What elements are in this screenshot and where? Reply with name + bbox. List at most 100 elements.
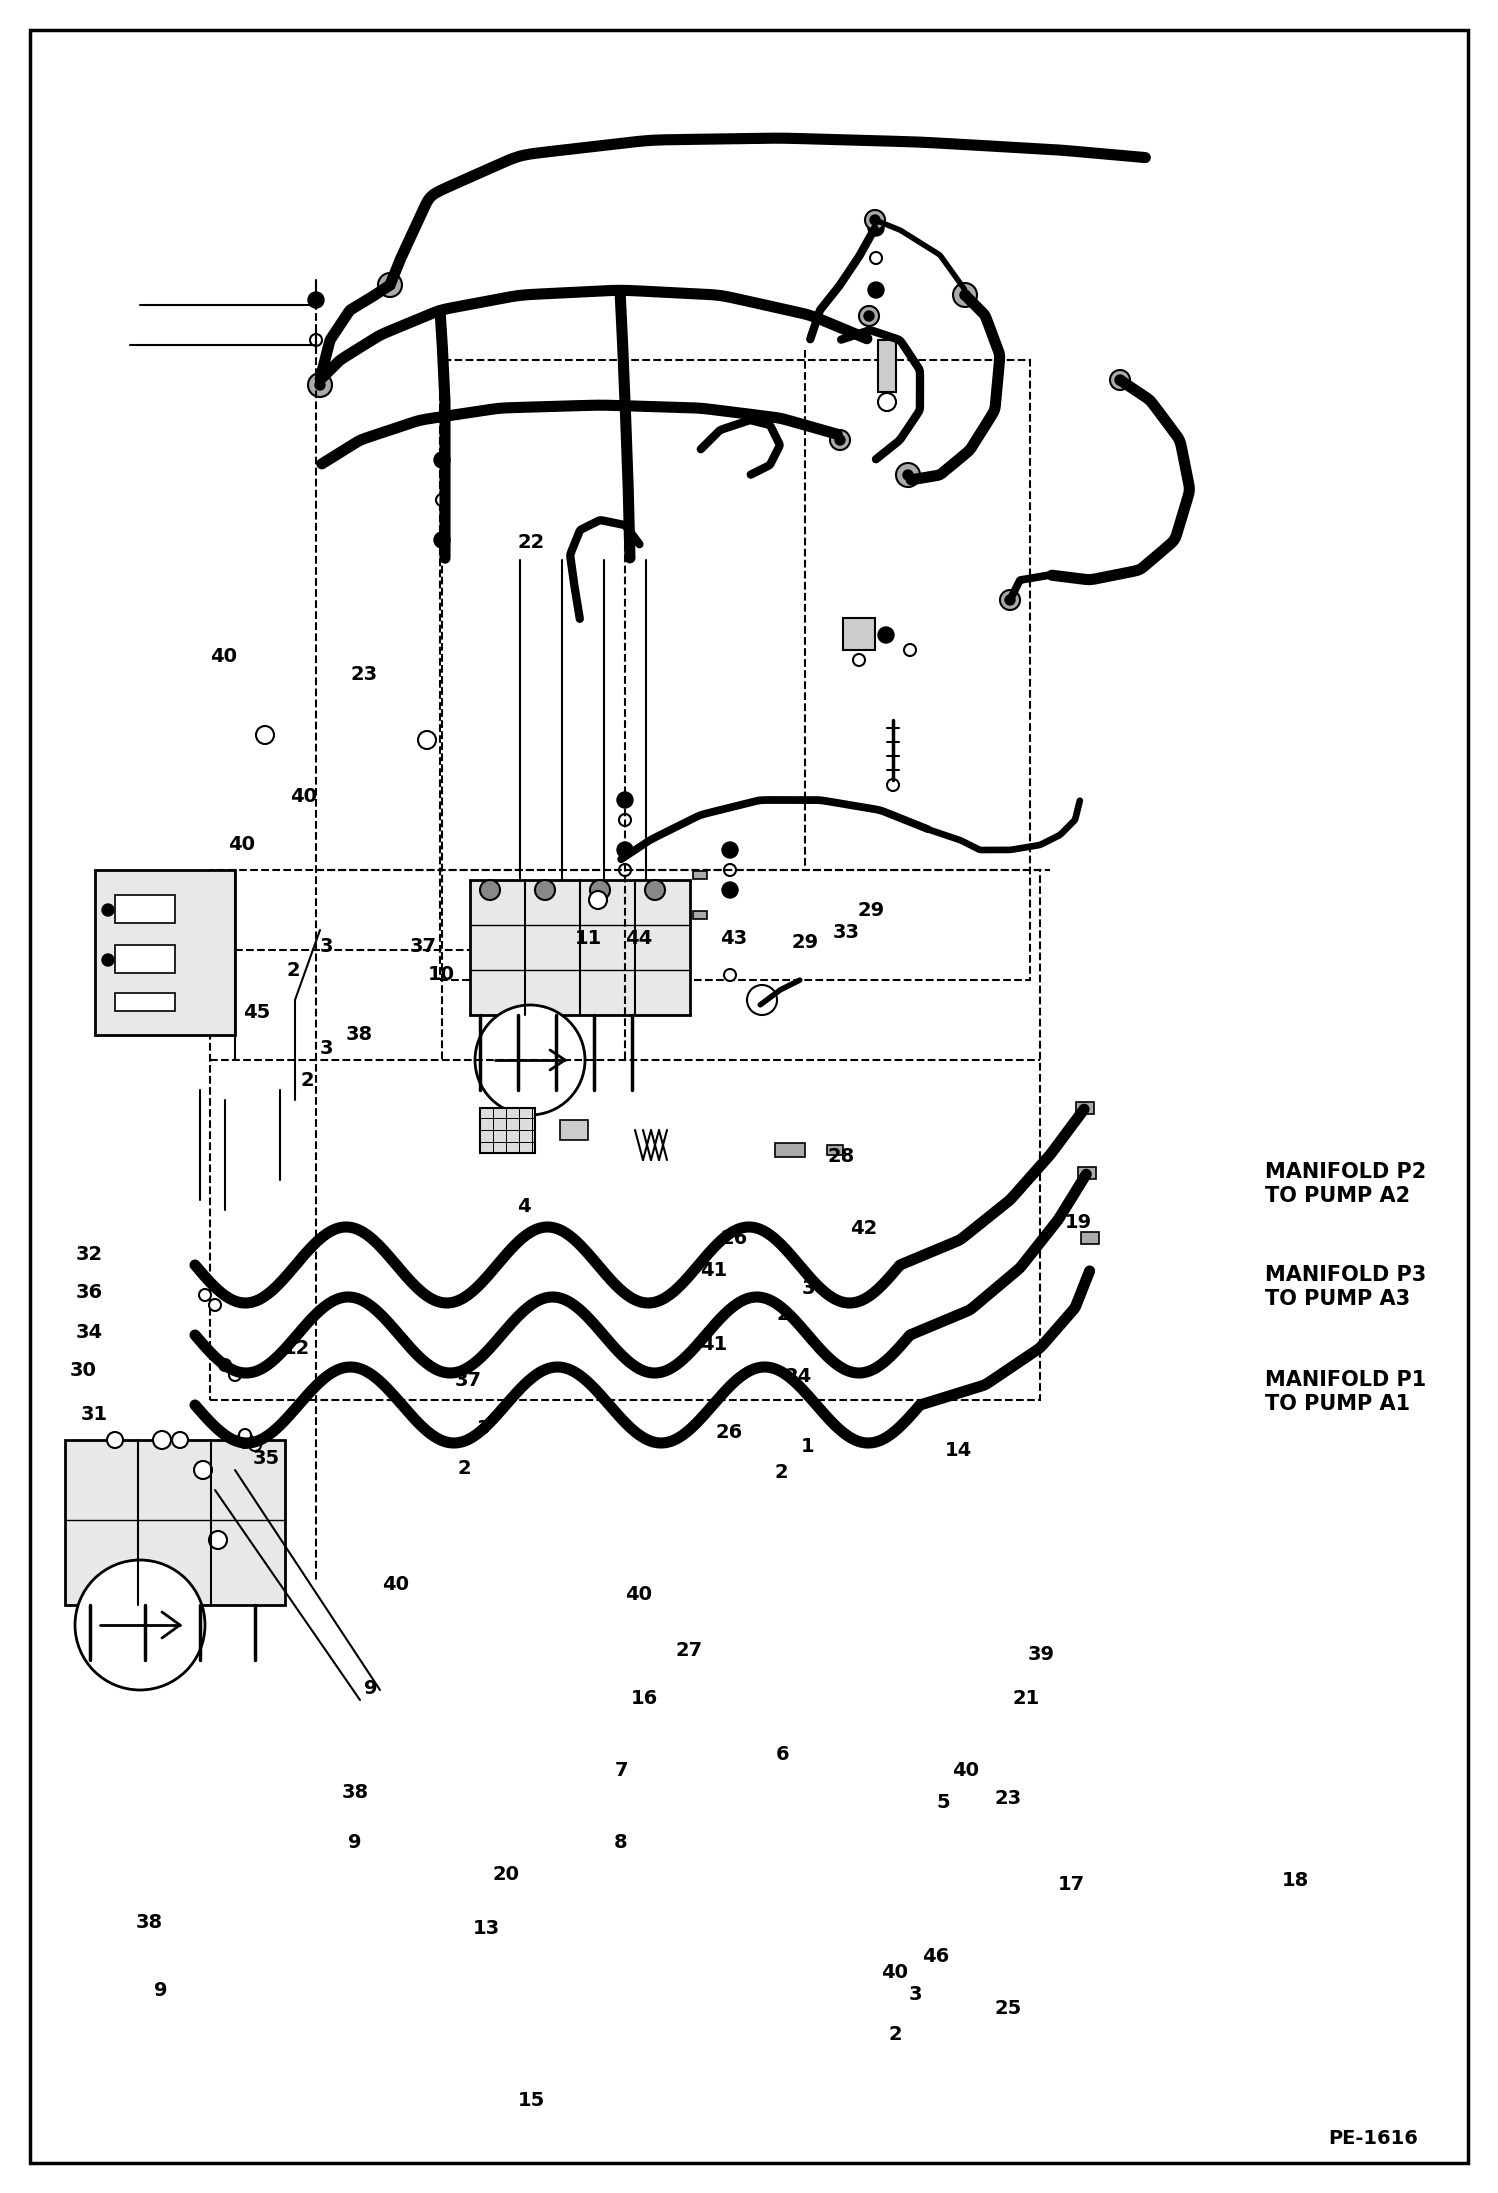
Circle shape [310, 333, 322, 346]
Circle shape [617, 792, 634, 807]
Circle shape [434, 533, 449, 548]
Text: 2: 2 [286, 961, 300, 980]
Bar [64, 1441, 285, 1605]
Text: 8: 8 [614, 1833, 628, 1851]
Text: 40: 40 [953, 1761, 980, 1781]
Text: 2: 2 [300, 1072, 313, 1090]
Circle shape [619, 864, 631, 875]
Bar [470, 879, 691, 1015]
Bar [827, 1145, 843, 1156]
Bar [479, 1107, 535, 1154]
Circle shape [210, 1531, 228, 1548]
Circle shape [153, 1432, 171, 1450]
Text: 14: 14 [944, 1441, 972, 1461]
Text: 39: 39 [1028, 1645, 1055, 1664]
Circle shape [881, 399, 893, 410]
Bar [694, 871, 707, 879]
Circle shape [753, 991, 770, 1009]
Text: 7: 7 [614, 1761, 628, 1781]
Circle shape [195, 1461, 213, 1478]
Text: 35: 35 [253, 1450, 280, 1467]
Text: 26: 26 [721, 1230, 748, 1248]
Text: 6: 6 [776, 1743, 789, 1763]
Bar [115, 945, 175, 974]
Text: 29: 29 [857, 901, 884, 919]
Circle shape [479, 879, 500, 899]
Bar [560, 1121, 589, 1140]
Circle shape [385, 281, 395, 289]
Text: 11: 11 [574, 928, 602, 947]
Circle shape [887, 779, 899, 792]
Circle shape [724, 969, 736, 980]
Circle shape [960, 289, 971, 300]
Text: 15: 15 [517, 2090, 545, 2110]
Circle shape [434, 452, 449, 467]
Circle shape [210, 1298, 222, 1311]
Circle shape [748, 985, 777, 1015]
Text: 3: 3 [476, 1419, 490, 1439]
Circle shape [309, 292, 324, 307]
Circle shape [722, 882, 739, 897]
Text: 43: 43 [721, 928, 748, 947]
Text: 9: 9 [348, 1833, 361, 1851]
Text: 41: 41 [701, 1336, 728, 1353]
Circle shape [1005, 594, 1016, 605]
Circle shape [864, 211, 885, 230]
Circle shape [953, 283, 977, 307]
Text: 21: 21 [1013, 1689, 1040, 1708]
Text: 41: 41 [701, 1261, 728, 1281]
Circle shape [870, 215, 879, 226]
Circle shape [75, 1559, 205, 1691]
Text: MANIFOLD P2
TO PUMP A2: MANIFOLD P2 TO PUMP A2 [1264, 1162, 1426, 1206]
Text: 38: 38 [346, 1026, 373, 1044]
Text: 45: 45 [243, 1004, 271, 1022]
Text: 40: 40 [881, 1963, 908, 1982]
Text: 3: 3 [319, 1039, 333, 1057]
Bar [694, 910, 707, 919]
Bar [115, 993, 175, 1011]
Text: 34: 34 [75, 1325, 102, 1342]
Text: 30: 30 [69, 1360, 96, 1379]
Circle shape [834, 434, 845, 445]
Circle shape [589, 890, 607, 910]
Circle shape [256, 726, 274, 743]
Text: 23: 23 [995, 1789, 1022, 1807]
Circle shape [867, 283, 884, 298]
Circle shape [309, 373, 333, 397]
Text: 37: 37 [409, 936, 436, 956]
Text: 24: 24 [785, 1368, 812, 1386]
Circle shape [219, 1360, 231, 1371]
Bar [878, 340, 896, 393]
Bar [843, 618, 875, 649]
Circle shape [1001, 590, 1020, 610]
Text: 10: 10 [427, 965, 454, 985]
Text: 32: 32 [75, 1243, 102, 1263]
Circle shape [1110, 371, 1129, 390]
Circle shape [852, 654, 864, 667]
Text: 2: 2 [888, 2026, 902, 2044]
Text: 40: 40 [291, 787, 318, 805]
Text: 25: 25 [995, 1998, 1022, 2018]
Text: 40: 40 [211, 647, 238, 667]
Text: 37: 37 [454, 1371, 481, 1390]
Text: 13: 13 [472, 1919, 499, 1939]
Circle shape [436, 493, 448, 507]
Text: MANIFOLD P1
TO PUMP A1: MANIFOLD P1 TO PUMP A1 [1264, 1371, 1426, 1414]
Circle shape [870, 252, 882, 263]
Text: 4: 4 [517, 1197, 530, 1215]
Text: PE-1616: PE-1616 [1329, 2129, 1419, 2147]
Text: 19: 19 [1065, 1213, 1092, 1232]
Text: 12: 12 [283, 1338, 310, 1357]
Text: 3: 3 [801, 1279, 815, 1298]
Circle shape [858, 307, 879, 327]
Text: 38: 38 [135, 1914, 163, 1932]
Circle shape [724, 864, 736, 875]
Text: 9: 9 [364, 1678, 377, 1697]
Circle shape [102, 904, 114, 917]
Circle shape [240, 1430, 252, 1441]
Text: 46: 46 [923, 1947, 950, 1965]
Circle shape [418, 730, 436, 750]
Bar [1079, 1167, 1097, 1180]
Text: 3: 3 [908, 1985, 921, 2004]
Text: 26: 26 [716, 1423, 743, 1441]
